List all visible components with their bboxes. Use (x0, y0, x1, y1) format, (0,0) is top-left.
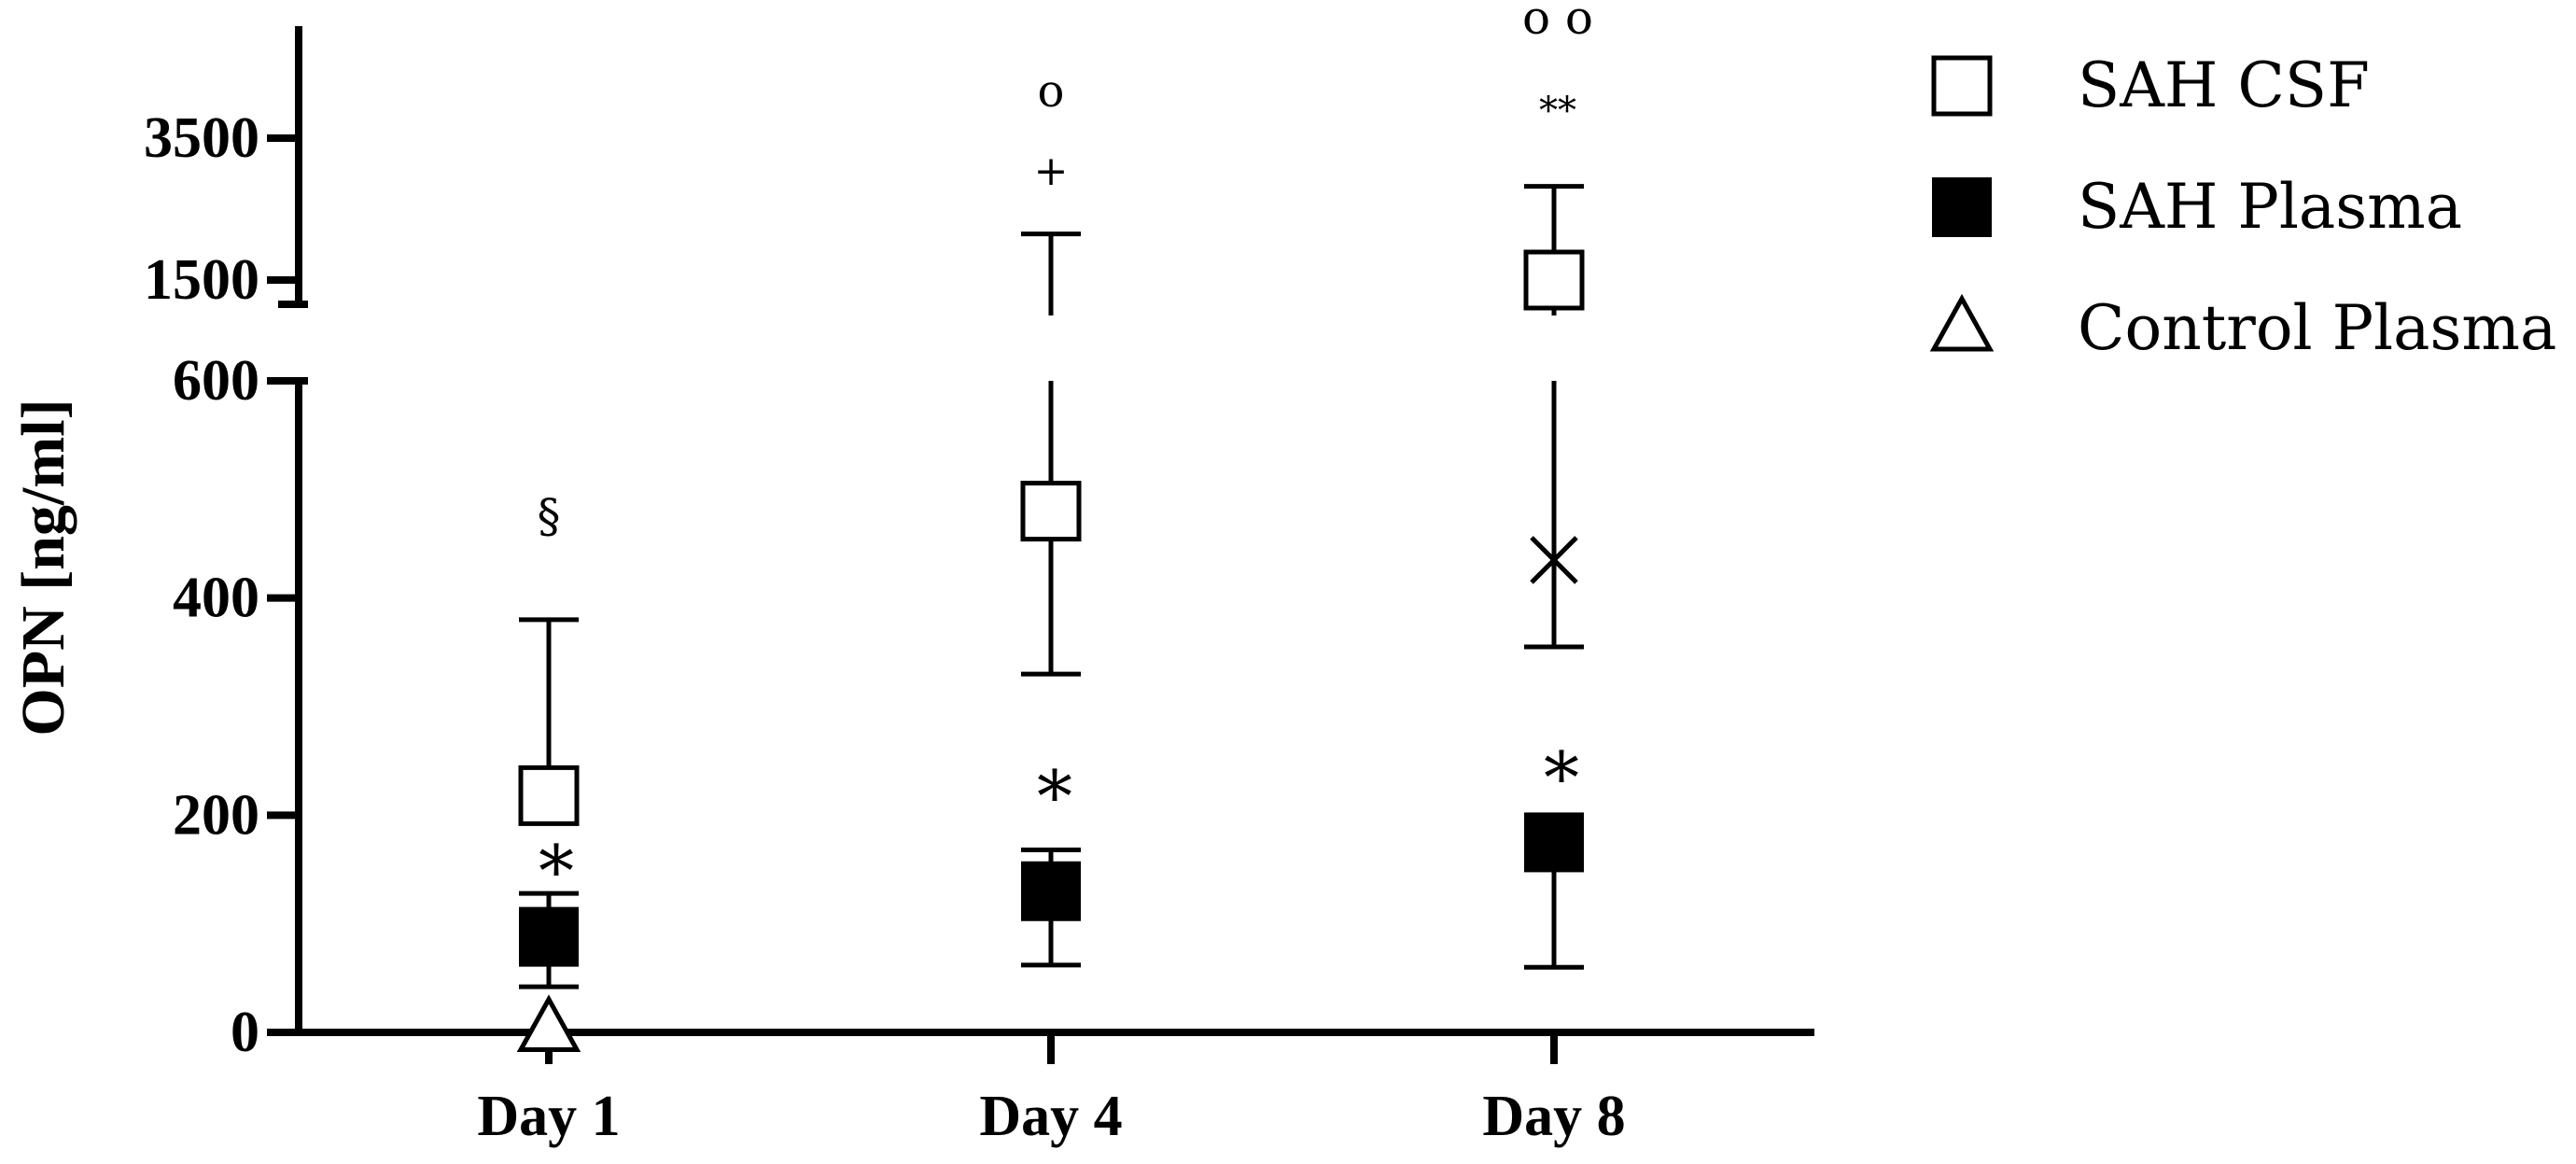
x-tick-label: Day 4 (979, 1085, 1122, 1148)
x-tick-label: Day 1 (477, 1085, 620, 1148)
significance-mark: o (1038, 65, 1065, 118)
y-tick-label: 400 (173, 567, 259, 630)
legend-label: Control Plasma (2078, 292, 2556, 364)
significance-mark: + (1034, 147, 1069, 195)
significance-mark: § (538, 489, 561, 543)
significance-mark: * (1544, 736, 1579, 820)
axis-ticks: 0 200 400 600 1500 3500 Day 1 Day 4 Day 8 (144, 106, 1626, 1148)
y-axis-upper (278, 26, 308, 308)
data-point-square-filled (1021, 861, 1081, 921)
legend-marker-square-open (1931, 55, 1993, 117)
legend-label: SAH CSF (2078, 49, 2370, 121)
y-tick-label: 3500 (144, 106, 259, 170)
data-point-square-open (1020, 481, 1082, 542)
x-tick-label: Day 8 (1482, 1085, 1625, 1148)
legend-label: SAH Plasma (2078, 171, 2462, 243)
legend: SAH CSF SAH Plasma Control Plasma (1929, 49, 2556, 364)
y-tick-label: 0 (231, 1001, 259, 1064)
data-point-square-open (1523, 249, 1585, 311)
data-markers (516, 249, 1585, 1053)
y-tick-label: 200 (173, 783, 259, 847)
significance-mark: o o (1522, 0, 1593, 45)
significance-annotations: §**+o***o o (538, 0, 1594, 913)
data-point-square-open (518, 764, 580, 826)
legend-marker-triangle-open (1929, 293, 1995, 352)
data-point-square-filled (519, 906, 579, 967)
significance-mark: * (1037, 755, 1072, 838)
significance-mark: * (539, 830, 574, 913)
data-point-triangle-open (516, 994, 581, 1053)
y-tick-label: 1500 (144, 248, 259, 312)
y-axis-title: OPN [ng/ml] (9, 399, 77, 736)
y-axis-lower (278, 377, 308, 1032)
y-tick-label: 600 (173, 349, 259, 413)
significance-mark: ** (1539, 90, 1576, 133)
legend-marker-square-filled (1932, 177, 1992, 237)
data-point-square-filled (1524, 812, 1584, 873)
data-point-x-mark (1530, 536, 1578, 584)
